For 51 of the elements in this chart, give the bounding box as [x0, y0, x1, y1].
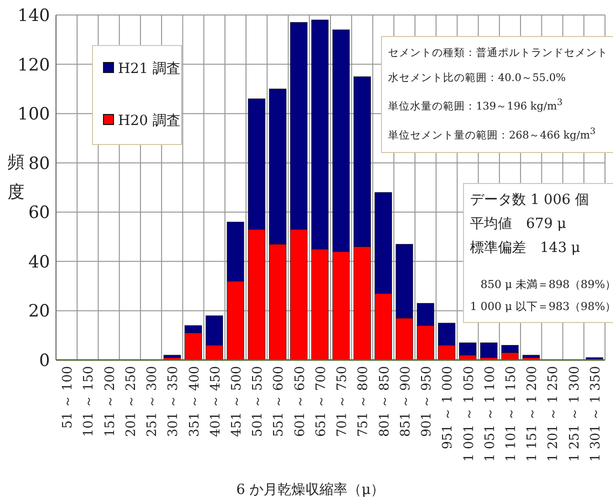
- x-tick-label: 1 001 ～ 1 050: [462, 366, 477, 462]
- x-axis-title: 6 か月乾燥収縮率（μ）: [236, 482, 385, 498]
- annotation: 単位セメント量の範囲：268～466 kg/m$^{3}$: [388, 126, 597, 143]
- bar: [163, 354, 181, 358]
- legend-label: H21 調査: [118, 61, 180, 77]
- x-tick-label: 301 ～ 350: [166, 366, 182, 437]
- x-tick-label: 751 ～ 800: [356, 366, 372, 437]
- x-tick-label: 101 ～ 150: [82, 366, 97, 437]
- x-tick-label: 801 ～ 850: [377, 366, 392, 437]
- legend-label: H20 調査: [118, 113, 180, 129]
- x-tick-label: 651 ～ 700: [314, 366, 329, 437]
- y-tick-label: 100: [18, 104, 50, 125]
- y-tick-label: 20: [28, 302, 50, 322]
- annotation: 水セメント比の範囲：40.0～55.0%: [388, 71, 567, 86]
- x-tick-label: 1 151 ～ 1 200: [525, 366, 540, 462]
- y-tick-label: 140: [18, 6, 50, 26]
- x-tick-label: 51 ～ 100: [60, 366, 76, 429]
- y-tick-label: 0: [39, 351, 50, 371]
- x-tick-label: 551 ～ 600: [272, 366, 287, 437]
- annotation: 単位水量の範囲：139～196 kg/m$^{3}$: [388, 97, 564, 114]
- x-tick-label: 1 051 ～ 1 100: [482, 366, 498, 462]
- y-axis-title: 頻度: [8, 152, 24, 202]
- y-tick-label: 40: [28, 252, 50, 272]
- x-tick-label: 1 101 ～ 1 150: [504, 366, 519, 462]
- x-tick-label: 601 ～ 650: [292, 366, 308, 437]
- x-tick-label: 701 ～ 750: [335, 366, 350, 437]
- x-tick-label: 1 301 ～ 1 350: [588, 366, 604, 462]
- annotation: セメントの種類：普通ポルトランドセメント: [388, 46, 608, 61]
- annotation: 標準偏差 143 μ: [470, 239, 582, 258]
- x-tick-label: 501 ～ 550: [250, 366, 266, 437]
- annotation: 1 000 μ 以下＝983（98%）: [470, 299, 613, 315]
- y-tick-label: 60: [28, 203, 50, 224]
- x-tick-label: 151 ～ 200: [102, 366, 118, 437]
- x-tick-label: 401 ～ 450: [208, 366, 224, 437]
- x-tick-label: 351 ～ 400: [187, 366, 202, 437]
- x-tick-label: 201 ～ 250: [124, 366, 139, 437]
- x-tick-label: 951 ～ 1 000: [440, 366, 456, 450]
- bar: [459, 342, 476, 356]
- x-tick-label: 851 ～ 900: [398, 366, 414, 437]
- bar: [522, 354, 540, 358]
- y-tick-label: 80: [28, 154, 50, 174]
- x-tick-label: 451 ～ 500: [229, 366, 244, 437]
- x-tick-label: 901 ～ 950: [420, 366, 435, 437]
- x-tick-label: 1 251 ～ 1 300: [567, 366, 582, 462]
- x-tick-label: 1 201 ～ 1 250: [546, 366, 562, 462]
- x-tick-label: 251 ～ 300: [145, 366, 160, 437]
- annotation: 850 μ 未満＝898（89%）: [479, 277, 613, 293]
- annotation: 平均値 679 μ: [470, 215, 568, 234]
- bar: [480, 342, 498, 358]
- y-tick-label: 120: [18, 55, 50, 76]
- annotation: データ数 1 006 個: [470, 191, 590, 210]
